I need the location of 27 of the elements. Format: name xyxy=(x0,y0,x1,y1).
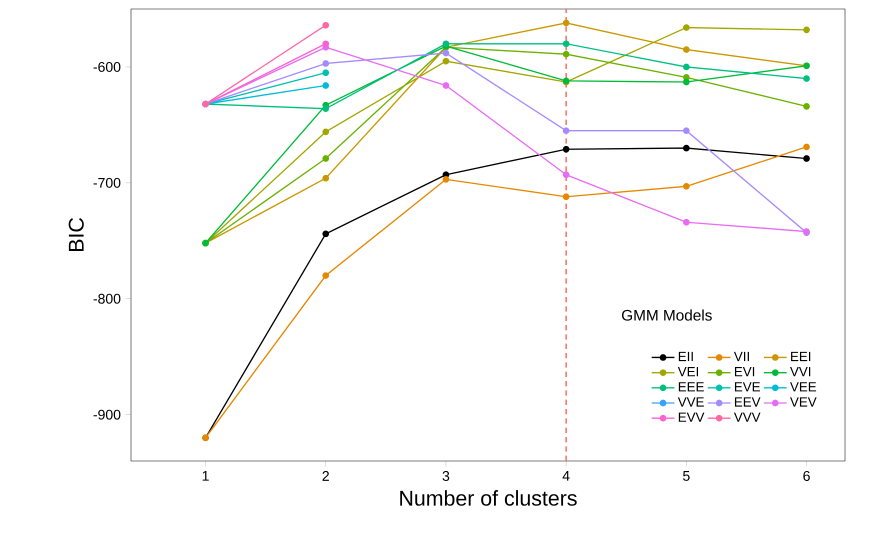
y-axis-title: BIC xyxy=(68,218,84,252)
x-tick-label: 2 xyxy=(322,471,329,481)
x-tick-label: 3 xyxy=(442,471,450,481)
x-tick-label: 6 xyxy=(803,471,810,481)
legend-label: EVV xyxy=(678,412,704,422)
legend-label: VEV xyxy=(790,397,817,407)
x-tick-label: 1 xyxy=(202,471,209,481)
y-tick-label: -600 xyxy=(94,62,120,72)
legend-label: EII xyxy=(678,352,693,362)
legend-label: VEI xyxy=(678,367,698,376)
y-tick-label: -700 xyxy=(94,178,120,188)
legend-label: EEI xyxy=(791,352,810,362)
x-tick-label: 4 xyxy=(562,471,570,481)
legend-title: GMM Models xyxy=(622,309,712,321)
legend-label: VVE xyxy=(678,397,704,407)
legend-label: VVV xyxy=(734,412,760,422)
legend-label: EEV xyxy=(734,397,760,407)
x-axis-title: Number of clusters xyxy=(400,490,577,506)
legend-label: VEE xyxy=(790,382,816,392)
y-tick-label: -900 xyxy=(94,410,120,420)
legend-label: VVI xyxy=(790,367,810,376)
legend-label: EVI xyxy=(734,367,754,376)
legend-label: EEE xyxy=(678,382,704,392)
legend-label: VII xyxy=(734,352,749,362)
legend-label: EVE xyxy=(734,382,760,392)
y-tick-label: -800 xyxy=(94,294,120,304)
x-tick-label: 5 xyxy=(683,471,690,481)
